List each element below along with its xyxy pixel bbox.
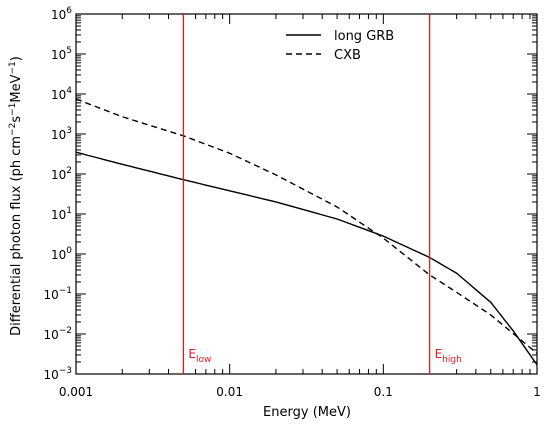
- legend: long GRB CXB: [286, 29, 394, 63]
- y-axis-title-exp1: −2: [8, 123, 18, 136]
- x-tick-label: 0.001: [59, 385, 93, 399]
- y-tick-label: 103: [51, 126, 72, 142]
- y-tick-label: 10−2: [43, 326, 72, 342]
- marker-label-low: Elow: [188, 347, 211, 365]
- y-tick-label: 101: [51, 206, 72, 222]
- x-tick-label: 0.01: [216, 385, 243, 399]
- y-tick-label: 102: [51, 166, 72, 182]
- y-axis-title-exp3: −1: [8, 61, 18, 74]
- series-long-grb: [75, 151, 538, 366]
- y-tick-label: 10−1: [43, 286, 72, 302]
- x-axis-title: Energy (MeV): [263, 405, 351, 420]
- plot-frame: [75, 13, 538, 375]
- legend-label: long GRB: [334, 29, 394, 44]
- y-tick-label: 104: [51, 86, 72, 102]
- legend-label: CXB: [334, 48, 361, 63]
- plot-area: 0.001 0.01 0.1 1 10−3 10−2 10−1 100 101 102 103 104…: [43, 6, 540, 399]
- y-tick-label: 10−3: [43, 366, 72, 382]
- y-tick-label: 106: [51, 6, 72, 22]
- y-axis-title-mid1: s: [9, 116, 24, 123]
- marker-label-high: Ehigh: [435, 347, 462, 365]
- y-axis-title-text: Differential photon flux (ph cm: [9, 136, 24, 336]
- y-axis-title-exp2: −1: [8, 103, 18, 116]
- series-cxb: [75, 98, 538, 354]
- y-axis-title-end: ): [9, 56, 24, 61]
- y-tick-label: 100: [51, 246, 72, 262]
- y-tick-label: 105: [51, 46, 72, 62]
- y-axis-title: Differential photon flux (ph cm−2s−1MeV−…: [8, 56, 24, 336]
- x-tick-label: 0.1: [374, 385, 393, 399]
- x-tick-label: 1: [533, 385, 541, 399]
- y-axis-title-mid2: MeV: [9, 74, 24, 102]
